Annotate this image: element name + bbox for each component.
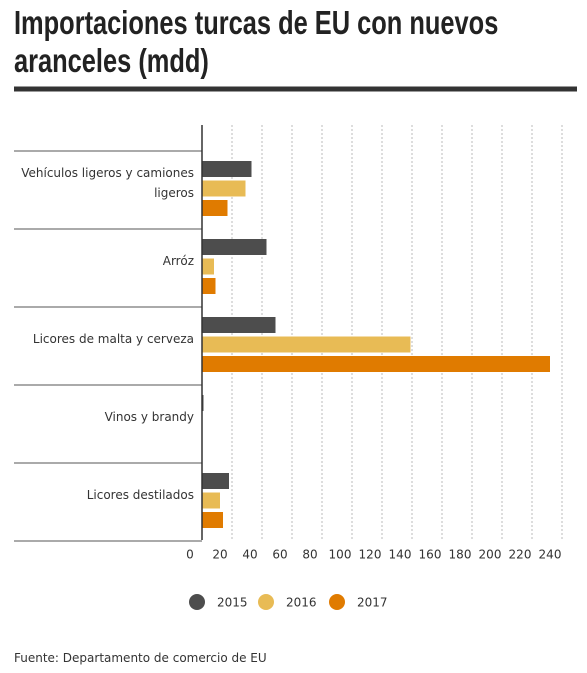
y-tick-label: Vinos y brandy (104, 410, 194, 424)
bar (202, 180, 246, 197)
bar (202, 356, 550, 372)
bar (202, 512, 223, 528)
bar (202, 336, 411, 353)
x-tick-label: 160 (419, 548, 442, 562)
chart-title: Importaciones turcas de EU con nuevos ar… (14, 4, 499, 79)
bar (202, 317, 276, 333)
x-tick-label: 100 (329, 548, 352, 562)
x-tick-label: 0 (186, 548, 194, 562)
x-tick-label: 60 (272, 548, 287, 562)
bar (202, 492, 220, 509)
y-tick-label: Licores de malta y cerveza (32, 332, 194, 346)
legend-marker (329, 594, 345, 610)
bar (202, 278, 216, 294)
x-tick-label: 40 (242, 548, 257, 562)
legend-label: 2015 (217, 596, 248, 610)
x-tick-label: 80 (302, 548, 317, 562)
legend-marker (258, 594, 274, 610)
x-tick-label: 120 (359, 548, 382, 562)
legend-marker (189, 594, 205, 610)
x-tick-label: 140 (389, 548, 412, 562)
y-tick-label: Licores destilados (86, 488, 194, 502)
bar (202, 258, 214, 275)
legend-label: 2016 (286, 596, 317, 610)
x-tick-label: 180 (449, 548, 472, 562)
y-tick-label: Arróz (162, 254, 194, 268)
bar (202, 161, 252, 177)
legend-label: 2017 (357, 596, 388, 610)
source: Fuente: Departamento de comercio de EU (14, 651, 267, 665)
bar (202, 200, 228, 216)
y-tick-label: Vehículos ligeros y camiones ligeros (21, 166, 194, 200)
bar (202, 473, 229, 489)
x-tick-label: 200 (479, 548, 502, 562)
bar (202, 239, 267, 255)
x-tick-label: 20 (212, 548, 227, 562)
x-tick-label: 240 (539, 548, 562, 562)
x-tick-label: 220 (509, 548, 532, 562)
